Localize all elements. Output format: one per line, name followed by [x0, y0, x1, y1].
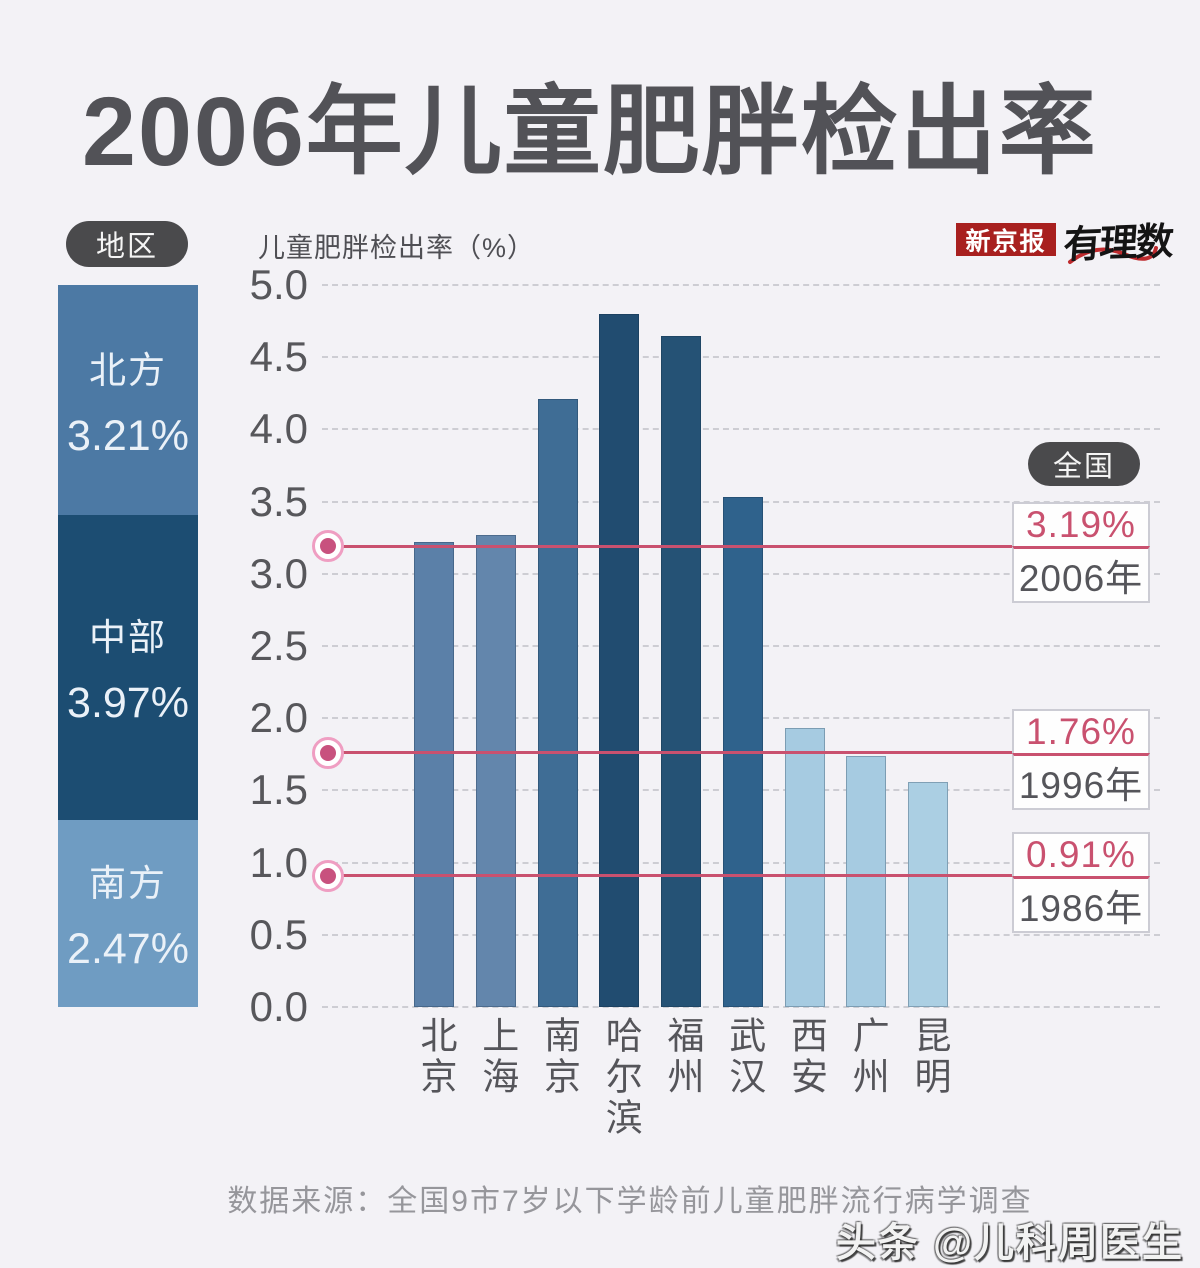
bar-昆明 [908, 781, 948, 1007]
x-tick-label-北京: 北京 [415, 1016, 456, 1098]
reference-label-box-2006年: 3.19% 2006年 [1012, 502, 1150, 604]
x-tick-label-昆明: 昆明 [909, 1016, 950, 1098]
region-name: 北方 [89, 349, 167, 391]
reference-dot-core [320, 538, 336, 555]
y-tick-label-0.5: 0.5 [249, 910, 308, 958]
y-tick-label-1.0: 1.0 [249, 838, 308, 886]
reference-value-label: 1.76% [1012, 708, 1150, 753]
watermark: 头条 @儿科周医生 [835, 1221, 1184, 1265]
reference-line-2006年 [328, 544, 1150, 548]
y-tick-label-4.5: 4.5 [249, 333, 308, 381]
reference-label-box-1996年: 1.76% 1996年 [1012, 708, 1150, 810]
y-tick-label-2.5: 2.5 [249, 622, 308, 669]
y-tick-label-0.0: 0.0 [249, 983, 308, 1030]
region-block-2: 中部 3.97% [58, 515, 198, 820]
bar-北京 [414, 542, 454, 1007]
region-value: 3.21% [67, 411, 189, 460]
reference-dot-2006年 [312, 530, 344, 563]
reference-year-label: 1986年 [1012, 875, 1150, 933]
gridline-5.0 [322, 284, 1160, 286]
y-tick-label-3.5: 3.5 [249, 477, 308, 525]
x-tick-label-南京: 南京 [538, 1016, 580, 1098]
youlishu-logo-swoosh [1068, 246, 1158, 264]
bar-广州 [846, 755, 887, 1007]
x-tick-label-上海: 上海 [476, 1016, 518, 1098]
gridline-4.5 [322, 356, 1160, 359]
region-name: 南方 [89, 863, 167, 904]
region-value: 2.47% [67, 925, 189, 973]
y-tick-label-1.5: 1.5 [249, 766, 308, 814]
reference-dot-1996年 [312, 736, 344, 769]
y-tick-label-3.0: 3.0 [249, 549, 308, 597]
region-legend-pill: 地区 [66, 221, 188, 267]
y-tick-label-5.0: 5.0 [249, 261, 308, 308]
national-pill: 全国 [1028, 442, 1140, 486]
bar-福州 [661, 335, 701, 1007]
bar-西安 [784, 728, 825, 1007]
reference-line-1986年 [328, 874, 1150, 878]
gridline-0.0 [322, 1006, 1160, 1008]
region-block-3: 南方 2.47% [58, 820, 198, 1007]
gridline-4.0 [322, 428, 1160, 431]
reference-year-label: 1996年 [1012, 752, 1150, 810]
xinjingbao-logo: 新京报 [956, 223, 1056, 256]
reference-value-label: 0.91% [1012, 831, 1150, 876]
data-source-note: 数据来源：全国9市7岁以下学龄前儿童肥胖流行病学调查 [227, 1185, 1033, 1218]
y-tick-label-4.0: 4.0 [249, 405, 308, 453]
region-name: 中部 [89, 617, 167, 658]
x-tick-label-广州: 广州 [847, 1016, 889, 1098]
reference-dot-core [320, 867, 336, 884]
reference-value-label: 3.19% [1012, 502, 1150, 547]
x-tick-label-福州: 福州 [662, 1016, 703, 1098]
x-tick-label-哈尔滨: 哈尔滨 [600, 1016, 642, 1139]
reference-line-1996年 [328, 751, 1150, 755]
region-block-1: 北方 3.21% [58, 285, 198, 515]
x-tick-label-西安: 西安 [785, 1016, 827, 1098]
page-title: 2006年儿童肥胖检出率 [82, 77, 1098, 186]
reference-label-box-1986年: 0.91% 1986年 [1012, 831, 1150, 933]
reference-dot-1986年 [312, 859, 344, 892]
y-axis-title: 儿童肥胖检出率（%） [258, 233, 536, 263]
youlishu-logo: 有理数 [1062, 221, 1174, 267]
x-tick-label-武汉: 武汉 [723, 1016, 765, 1098]
bar-上海 [475, 534, 516, 1007]
reference-year-label: 2006年 [1012, 546, 1150, 604]
y-tick-label-2.0: 2.0 [249, 694, 308, 742]
region-value: 3.97% [67, 679, 189, 727]
reference-dot-core [320, 744, 336, 761]
bar-南京 [537, 399, 578, 1007]
bar-哈尔滨 [599, 313, 640, 1007]
